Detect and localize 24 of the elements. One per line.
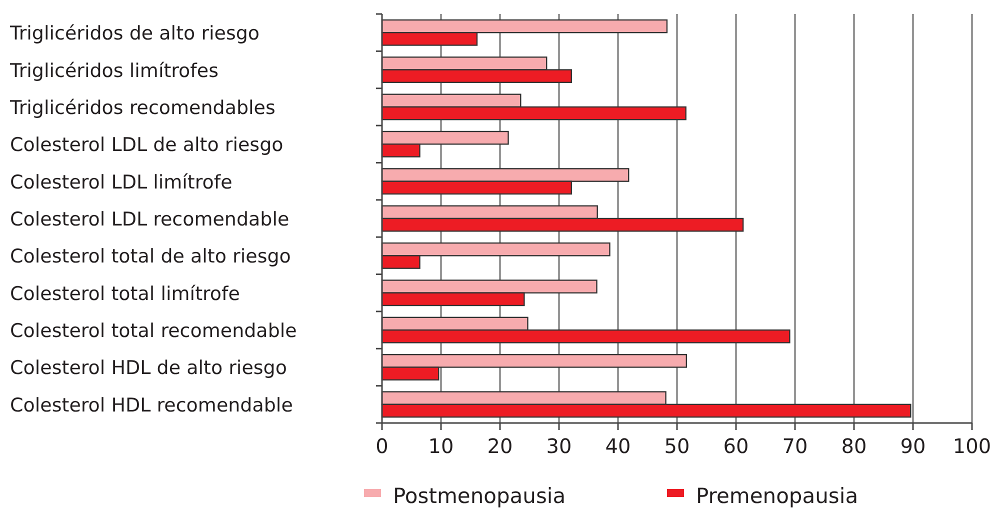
x-tick-label: 80 [841,434,867,458]
y-tick-label: Triglicéridos limítrofes [9,60,218,82]
y-tick-label: Colesterol LDL limítrofe [10,171,232,194]
y-tick-label: Colesterol total limítrofe [10,282,240,305]
y-tick-label: Colesterol total de alto riesgo [10,246,291,268]
x-tick-label: 30 [546,434,572,458]
x-tick-label: 60 [723,434,749,458]
y-tick-label: Colesterol LDL de alto riesgo [10,134,284,156]
y-tick-label: Colesterol HDL de alto riesgo [10,357,287,380]
x-tick-label: 0 [376,434,388,458]
x-tick-label: 100 [952,434,992,458]
legend-label: Premenopausia [696,484,858,508]
legend-label: Postmenopausia [393,484,566,508]
y-tick-label: Colesterol LDL recomendable [10,208,290,230]
x-tick-label: 10 [428,434,454,458]
x-tick-label: 40 [605,434,631,458]
x-tick-label: 70 [782,434,808,458]
x-tick-label: 90 [900,434,926,458]
x-tick-label: 20 [487,434,513,458]
y-tick-label: Colesterol total recomendable [10,320,297,342]
y-tick-label: Triglicéridos recomendables [9,96,276,119]
y-tick-label: Colesterol HDL recomendable [10,394,293,416]
x-tick-label: 50 [664,434,690,458]
y-tick-label: Triglicéridos de alto riesgo [9,22,260,45]
